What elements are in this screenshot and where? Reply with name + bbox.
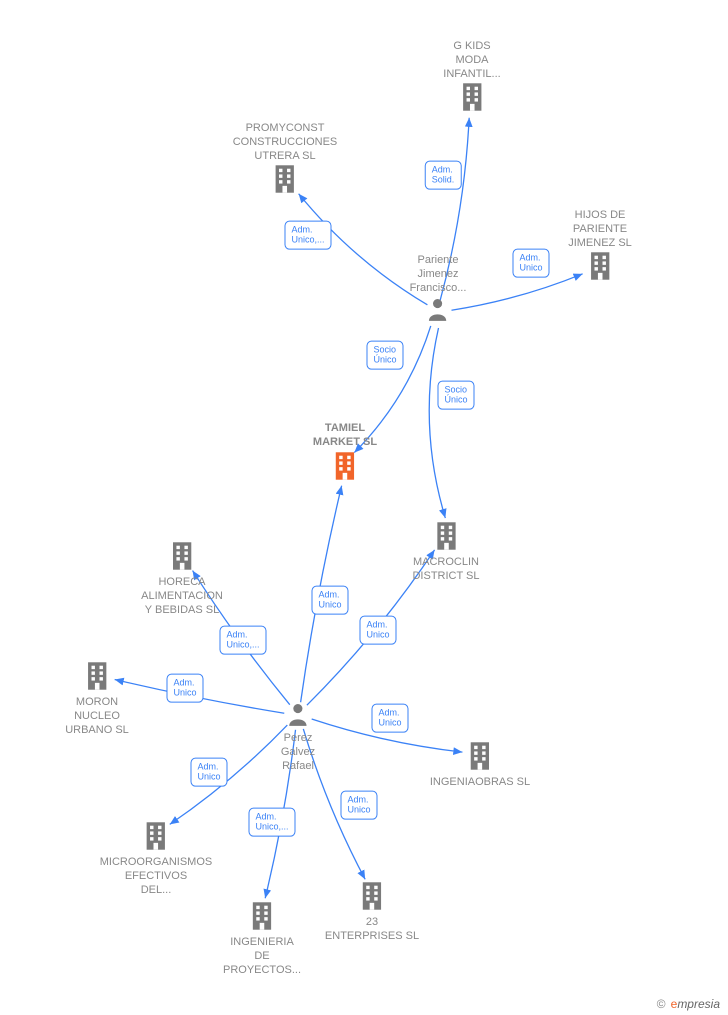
person-icon [285,700,311,728]
building-icon [586,250,614,282]
edge-label: Adm. Unico [371,704,408,733]
edge-label: Adm. Unico [340,791,377,820]
brand-rest: mpresia [677,997,720,1011]
building-icon [142,820,170,852]
edge-label: Socio Único [366,341,403,370]
diagram-canvas: G KIDS MODA INFANTIL... PROMYCONST CONST… [0,0,728,1015]
node-macroclin[interactable]: MACROCLIN DISTRICT SL [412,520,479,584]
edge-label: Adm. Unico [512,249,549,278]
node-label: 23 ENTERPRISES SL [325,916,419,944]
node-label: INGENIERIA DE PROYECTOS... [223,936,301,977]
node-horeca[interactable]: HORECA ALIMENTACION Y BEBIDAS SL [141,540,223,617]
edge-label: Adm. Unico,... [248,808,295,837]
edge-label: Adm. Unico [311,586,348,615]
edge-label: Adm. Unico,... [284,221,331,250]
node-hijos[interactable]: HIJOS DE PARIENTE JIMENEZ SL [568,205,632,282]
node-promyconst[interactable]: PROMYCONST CONSTRUCCIONES UTRERA SL [233,118,338,195]
node-moron[interactable]: MORON NUCLEO URBANO SL [65,660,129,737]
building-icon [466,740,494,772]
node-gkids[interactable]: G KIDS MODA INFANTIL... [443,36,500,113]
node-pariente[interactable]: Pariente Jimenez Francisco... [410,250,467,323]
node-label: Perez Galvez Rafael [281,732,315,773]
edge-label: Adm. Solid. [425,161,462,190]
building-icon [248,900,276,932]
building-icon [458,81,486,113]
edge-label: Adm. Unico [359,616,396,645]
node-label: TAMIEL MARKET SL [313,422,377,450]
node-perez[interactable]: Perez Galvez Rafael [281,700,315,773]
node-ingenia[interactable]: INGENIAOBRAS SL [430,740,530,790]
node-label: G KIDS MODA INFANTIL... [443,40,500,81]
footer-copyright: © empresia [656,997,720,1011]
building-icon [358,880,386,912]
building-icon [168,540,196,572]
person-icon [425,295,451,323]
node-label: Pariente Jimenez Francisco... [410,254,467,295]
edge-label: Adm. Unico [166,674,203,703]
node-label: HIJOS DE PARIENTE JIMENEZ SL [568,209,632,250]
building-icon [432,520,460,552]
copyright-symbol: © [656,997,665,1011]
building-icon [83,660,111,692]
node-enterprises[interactable]: 23 ENTERPRISES SL [325,880,419,944]
node-label: HORECA ALIMENTACION Y BEBIDAS SL [141,576,223,617]
edge-label: Socio Único [437,381,474,410]
node-micro[interactable]: MICROORGANISMOS EFECTIVOS DEL... [100,820,212,897]
node-ingenieria[interactable]: INGENIERIA DE PROYECTOS... [223,900,301,977]
building-icon [271,163,299,195]
edge-pariente-hijos [451,274,582,310]
node-label: MACROCLIN DISTRICT SL [412,556,479,584]
node-label: INGENIAOBRAS SL [430,776,530,790]
node-label: MICROORGANISMOS EFECTIVOS DEL... [100,856,212,897]
node-label: MORON NUCLEO URBANO SL [65,696,129,737]
node-label: PROMYCONST CONSTRUCCIONES UTRERA SL [233,122,338,163]
node-tamiel[interactable]: TAMIEL MARKET SL [313,418,377,482]
edge-label: Adm. Unico [190,758,227,787]
edge-pariente-macroclin [429,328,445,518]
building-icon [331,450,359,482]
edge-label: Adm. Unico,... [219,626,266,655]
